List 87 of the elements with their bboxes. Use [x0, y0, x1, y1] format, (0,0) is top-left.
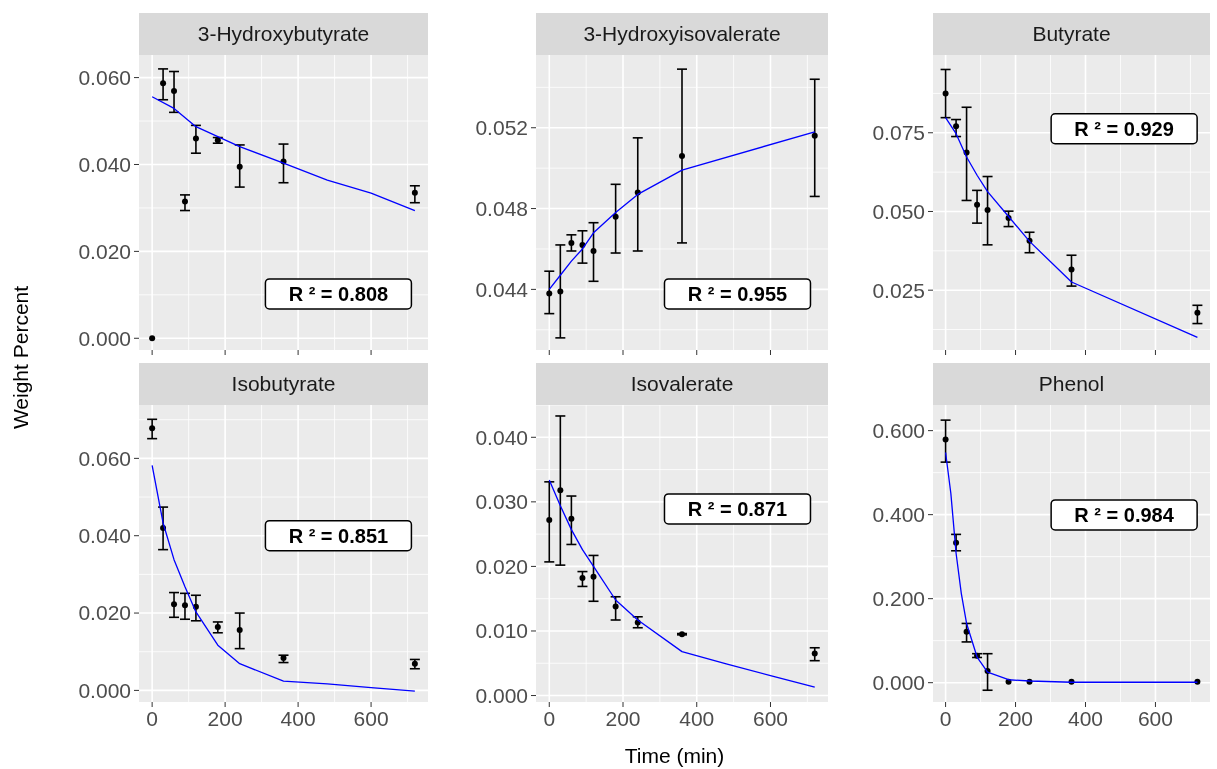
point [811, 650, 818, 657]
point [942, 90, 949, 97]
y-tick-label: 0.052 [475, 116, 528, 140]
x-tick-label: 0 [543, 707, 556, 730]
y-tick-label: 0.000 [78, 678, 131, 702]
y-tick-label: 0.048 [475, 196, 528, 220]
x-tick-label: 200 [998, 707, 1034, 730]
point [590, 247, 597, 254]
point [953, 123, 960, 130]
x-tick-label: 200 [605, 707, 641, 730]
line-series [548, 479, 816, 688]
point [181, 198, 188, 205]
chart-title: Butyrate [1032, 22, 1111, 46]
x-tick-label: 0 [939, 707, 952, 730]
y-tick-label: 0.075 [872, 121, 925, 145]
point [171, 88, 178, 95]
annotation: R ² = 0.984 [1074, 504, 1175, 527]
y-tick-label: 0.040 [78, 524, 131, 548]
point [192, 135, 199, 142]
x-tick-label: 600 [752, 707, 789, 730]
point [1068, 266, 1075, 273]
line-series [944, 451, 1199, 683]
point [811, 132, 818, 139]
x-tick-label: 0 [146, 707, 158, 730]
y-tick-label: 0.000 [475, 683, 528, 707]
chart-title: 3-Hydroxyisovalerate [583, 22, 781, 46]
y-axis-title: Weight Percent [9, 285, 32, 430]
chart-title: Phenol [1038, 372, 1105, 396]
point [181, 602, 188, 609]
point [612, 603, 619, 610]
point [214, 623, 221, 630]
y-tick-label: 0.000 [872, 671, 925, 695]
y-tick-label: 0.010 [475, 619, 528, 643]
annotation: R ² = 0.929 [1074, 117, 1174, 140]
point [160, 80, 167, 87]
chart-title: 3-Hydroxybutyrate [197, 22, 370, 46]
chart-title: Isovalerate [630, 372, 734, 396]
point [612, 213, 619, 220]
y-tick-label: 0.400 [872, 502, 925, 526]
y-tick-label: 0.600 [872, 418, 925, 442]
y-tick-label: 0.000 [78, 326, 131, 350]
y-tick-label: 0.030 [475, 490, 528, 514]
y-tick-label: 0.044 [475, 277, 529, 301]
annotation: R ² = 0.871 [687, 498, 788, 521]
x-tick-label: 400 [679, 707, 715, 730]
y-tick-label: 0.040 [475, 425, 528, 449]
y-tick-label: 0.040 [78, 152, 131, 176]
point [236, 627, 243, 634]
point [546, 290, 553, 297]
point [236, 163, 243, 170]
line-series [151, 96, 416, 212]
y-tick-label: 0.060 [78, 446, 131, 470]
point [557, 487, 564, 494]
x-tick-label: 600 [353, 707, 389, 730]
line-series [944, 117, 1199, 339]
point [546, 516, 553, 523]
y-tick-label: 0.050 [872, 199, 925, 223]
x-tick-label: 200 [207, 707, 243, 730]
point [171, 601, 178, 608]
annotation: R ² = 0.851 [288, 524, 389, 547]
point [568, 515, 575, 522]
x-tick-label: 400 [280, 707, 316, 730]
point [149, 425, 156, 432]
y-tick-label: 0.020 [475, 554, 528, 578]
x-tick-label: 600 [1137, 707, 1173, 730]
line-series [151, 464, 416, 692]
point [1194, 309, 1201, 316]
point [568, 239, 575, 246]
point [557, 288, 564, 295]
chart-title: Isobutyrate [231, 372, 336, 396]
annotation: R ² = 0.955 [687, 283, 788, 306]
y-tick-label: 0.020 [78, 239, 131, 263]
annotation: R ² = 0.808 [288, 283, 389, 306]
y-tick-label: 0.025 [872, 278, 925, 302]
x-tick-label: 400 [1067, 707, 1104, 730]
x-axis-title: Time (min) [624, 744, 725, 767]
y-tick-label: 0.200 [872, 587, 925, 611]
point [579, 575, 586, 582]
point [974, 201, 981, 208]
point [590, 573, 597, 580]
point [942, 436, 949, 443]
point [149, 335, 156, 342]
y-tick-label: 0.020 [78, 601, 131, 625]
point [984, 206, 991, 213]
point [411, 189, 418, 196]
point [679, 153, 685, 160]
y-tick-label: 0.060 [78, 65, 131, 89]
